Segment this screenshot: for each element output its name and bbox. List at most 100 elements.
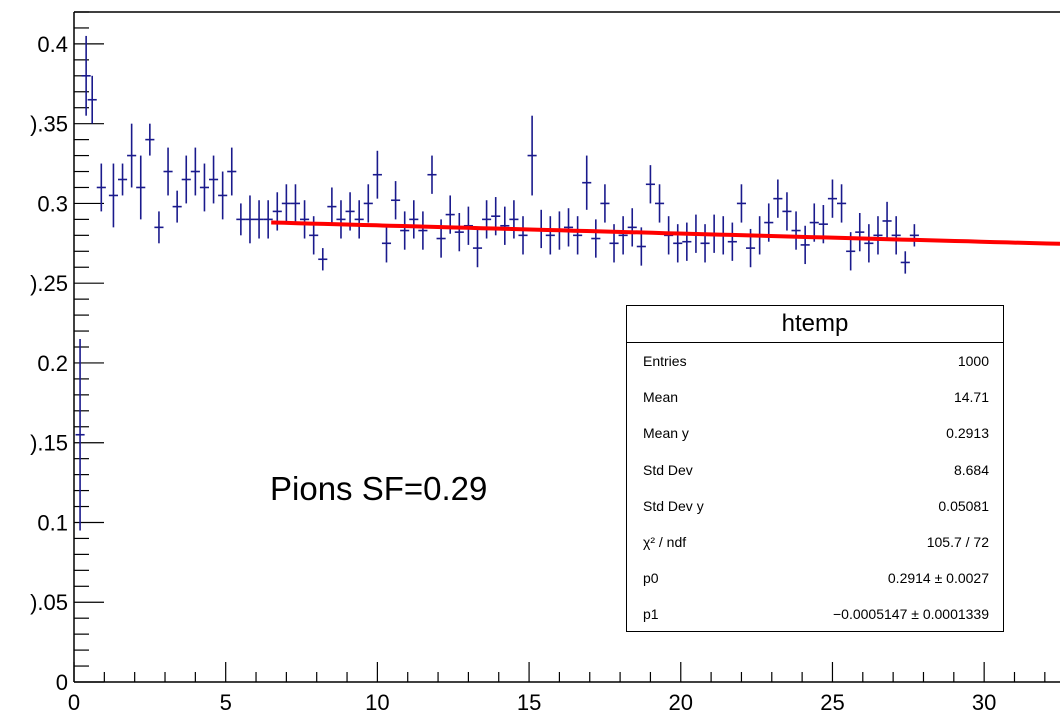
data-point (381, 224, 392, 263)
data-point (400, 211, 410, 250)
data-point (145, 123, 155, 156)
y-tick-label: ).05 (30, 590, 68, 615)
data-point (855, 213, 865, 252)
x-tick-label: 5 (220, 690, 232, 715)
data-point (300, 200, 310, 239)
stats-value: 105.7 / 72 (926, 534, 989, 551)
data-point (163, 147, 173, 196)
stats-row-mean: Mean 14.71 (627, 379, 1003, 415)
data-point (327, 187, 337, 226)
data-point (172, 190, 182, 223)
data-point (891, 216, 901, 255)
data-point (472, 228, 483, 268)
x-tick-label: 25 (820, 690, 844, 715)
data-point (154, 211, 164, 244)
fit-curve (271, 220, 1060, 246)
stats-row-std-dev-y: Std Dev y 0.05081 (627, 488, 1003, 524)
data-point (736, 184, 746, 223)
data-point (245, 195, 255, 244)
data-point (263, 200, 273, 239)
data-point (909, 224, 919, 247)
data-point (645, 165, 655, 204)
data-point (527, 115, 537, 196)
data-point (482, 200, 492, 239)
data-point (354, 200, 364, 239)
stats-label: Entries (643, 353, 687, 370)
data-point (545, 216, 555, 255)
data-point (136, 155, 146, 220)
stats-box-title: htemp (627, 306, 1003, 343)
data-point (518, 216, 528, 255)
data-point (227, 147, 237, 196)
y-tick-label: ).25 (30, 271, 68, 296)
tick-labels: 0).05 0.1).15 0.2).25 0.3).35 0.4 0 5 10 15 20 25 3… (30, 32, 996, 715)
stats-value: 0.2914 ± 0.0027 (887, 570, 989, 587)
y-tick-label: 0 (56, 670, 68, 695)
data-point (372, 150, 382, 199)
y-tick-label: ).35 (30, 112, 68, 137)
stats-row-std-dev: Std Dev 8.684 (627, 452, 1003, 488)
data-point (618, 216, 628, 255)
data-point (800, 225, 810, 265)
x-tick-label: 20 (669, 690, 693, 715)
data-point (682, 222, 692, 261)
data-point (81, 35, 91, 116)
data-point (290, 184, 301, 223)
x-tick-label: 30 (972, 690, 996, 715)
data-point (199, 163, 210, 212)
data-point (791, 211, 801, 250)
stats-value: 0.05081 (938, 497, 989, 514)
stats-value: 1000 (957, 353, 989, 370)
data-point (654, 184, 665, 223)
stats-row-chi2: χ² / ndf 105.7 / 72 (627, 524, 1003, 560)
data-point (318, 248, 328, 271)
data-point (190, 147, 200, 196)
data-point (336, 200, 346, 239)
y-tick-label: 0.4 (37, 32, 68, 57)
data-point (272, 192, 282, 231)
data-point (427, 155, 437, 194)
data-point (209, 155, 219, 204)
data-point (837, 184, 847, 223)
data-point (600, 184, 610, 223)
data-point (627, 208, 637, 247)
stats-row-entries: Entries 1000 (627, 343, 1003, 379)
stats-row-p0: p0 0.2914 ± 0.0027 (627, 560, 1003, 596)
stats-label: p0 (643, 570, 659, 587)
data-point (87, 75, 97, 124)
data-point (108, 163, 118, 228)
stats-value: −0.0005147 ± 0.0001339 (833, 606, 989, 623)
stats-row-mean-y: Mean y 0.2913 (627, 415, 1003, 451)
data-point (900, 251, 910, 274)
data-point (218, 171, 228, 220)
data-point (700, 224, 710, 263)
x-tick-label: 0 (68, 690, 80, 715)
stats-value: 0.2913 (946, 425, 989, 442)
data-point (673, 224, 683, 263)
data-point (391, 181, 401, 220)
data-point (782, 192, 792, 231)
stats-row-p1: p1 −0.0005147 ± 0.0001339 (627, 596, 1003, 632)
stats-label: Mean y (643, 425, 689, 442)
data-point (127, 123, 137, 188)
data-point (409, 200, 419, 239)
stats-value: 14.71 (953, 389, 989, 406)
data-point (181, 155, 191, 204)
data-point (418, 211, 428, 250)
y-tick-label: 0.2 (37, 351, 68, 376)
data-point (236, 203, 246, 236)
data-point (96, 163, 106, 212)
data-point (75, 339, 85, 531)
stats-label: Mean (643, 389, 679, 406)
annotation-pions-sf: Pions SF=0.29 (270, 470, 488, 507)
ticks (73, 11, 1046, 683)
y-tick-label: ).15 (30, 431, 68, 456)
stats-value: 8.684 (953, 461, 989, 478)
stats-label: Std Dev (643, 461, 693, 478)
data-point (773, 179, 783, 218)
data-point (254, 200, 264, 239)
y-tick-label: 0.1 (37, 510, 68, 535)
stats-box: htemp Entries 1000 Mean 14.71 Mean y 0.2… (626, 305, 1004, 632)
data-point (582, 155, 592, 210)
